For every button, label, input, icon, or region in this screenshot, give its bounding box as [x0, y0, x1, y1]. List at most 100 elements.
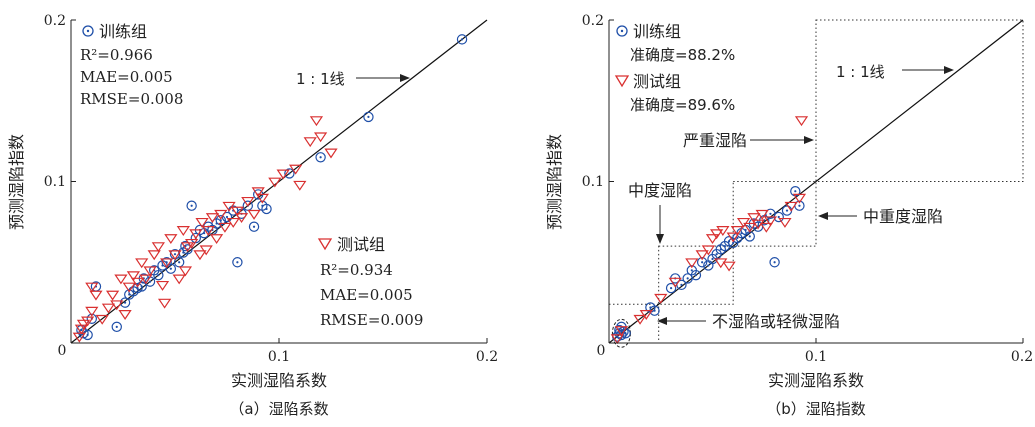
panel-b-test-point-8 — [701, 245, 715, 256]
panel-a-train-point-36 — [248, 221, 260, 232]
panel-a-test-point-44 — [241, 196, 255, 207]
panel-a-test-point-6 — [89, 290, 103, 301]
panel-a-test-point-10 — [110, 300, 124, 311]
panel-b-caption: （b）湿陷指数 — [766, 400, 866, 418]
panel-a-test-point-17 — [139, 274, 153, 285]
panel-a-test-point-27 — [176, 226, 190, 236]
panel-a-caption: （a）湿陷系数 — [229, 400, 328, 418]
panel-b-zone-mid-severe-label: 中重度湿陷 — [863, 207, 943, 226]
panel-a-test-point-22 — [157, 298, 172, 309]
panel-a-test-mae: MAE=0.005 — [320, 286, 413, 304]
panel-a-test-point-23 — [160, 258, 174, 269]
panel-a-legend-test-marker — [317, 238, 333, 251]
panel-a-test-point-24 — [164, 234, 178, 245]
panel-a-test-point-53 — [309, 116, 324, 127]
panel-b-zone-moderate-arrowhead — [656, 234, 664, 244]
panel-a-test-point-4 — [85, 306, 99, 317]
panel-b-test-point-4 — [654, 293, 668, 304]
panel-a-test-point-26 — [172, 274, 186, 285]
panel-a-one-to-one-line — [70, 19, 488, 344]
panel-b-test-point-6 — [685, 258, 699, 269]
panel-b-train-point-9 — [665, 282, 677, 294]
panel-b-test-point-12 — [716, 226, 730, 236]
panel-a-test-point-40 — [222, 201, 236, 212]
panel-b-test-point-2 — [633, 314, 647, 325]
panel-a-x-tick-2: 0.2 — [476, 349, 498, 365]
panel-a-train-point-23 — [186, 200, 197, 211]
panel-a-test-point-14 — [126, 271, 141, 282]
panel-b-test-point-20 — [755, 209, 769, 220]
panel-a-test-point-41 — [226, 217, 240, 228]
panel-b-x-tick-2: 0.2 — [1011, 349, 1033, 365]
panel-a-y-tick-1: 0.1 — [44, 174, 66, 190]
panel-a-test-point-8 — [101, 303, 116, 314]
panel-b-test-point-1 — [614, 326, 629, 337]
panel-a-legend-train-marker-dot — [86, 29, 90, 33]
panel-a-train-point-40 — [284, 168, 295, 179]
panel-b-train-point-33 — [781, 205, 793, 216]
panel-b-test-point-0 — [610, 334, 624, 345]
panel-a-test-r2: R²=0.934 — [320, 261, 393, 279]
panel-a-test-point-45 — [247, 209, 261, 220]
panel-a-test-point-34 — [199, 245, 213, 256]
panel-a-x-tick-1: 0.1 — [268, 349, 290, 365]
panel-b-test-point-26 — [794, 116, 809, 127]
panel-a-train-point-43 — [456, 34, 468, 45]
panel-b-legend-train-marker — [616, 25, 628, 37]
panel-a-test-point-0 — [72, 332, 86, 343]
panel-b-train-point-14 — [690, 269, 702, 281]
panel-a-test-point-50 — [289, 164, 303, 175]
panel-a-test-point-55 — [324, 148, 338, 159]
panel-b: 0 0.1 0.2 0.1 0.2 实测湿陷系数 预测湿陷指数 （b）湿陷指数 … — [545, 13, 1033, 418]
panel-a-test-point-15 — [130, 277, 145, 288]
panel-a-test-point-25 — [168, 250, 182, 261]
panel-b-y-tick-2: 0.2 — [582, 13, 604, 29]
panel-a-train-point-41 — [315, 152, 326, 163]
panel-b-x-tick-0: 0 — [597, 343, 606, 359]
panel-a-test-point-54 — [313, 132, 328, 143]
panel-a-test-point-49 — [276, 169, 290, 180]
panel-a-test-point-51 — [293, 180, 307, 191]
panel-a-y-axis-label: 预测湿陷指数 — [7, 134, 26, 230]
panel-a-train-point-14 — [153, 269, 164, 281]
panel-b-zone-severe-label: 严重湿陷 — [683, 131, 747, 150]
panel-b-x-axis-label: 实测湿陷系数 — [768, 371, 864, 390]
panel-b-one-to-one-line — [608, 19, 1024, 344]
panel-a-test-point-16 — [135, 258, 149, 269]
panel-b-y-axis-label: 预测湿陷指数 — [545, 134, 564, 230]
panel-a-test-point-33 — [195, 217, 209, 228]
panel-a-test-point-18 — [143, 266, 157, 277]
panel-a-one-to-one-label: 1 : 1线 — [296, 70, 345, 88]
panel-b-test-point-3 — [639, 310, 653, 320]
panel-b-zone-slight-label: 不湿陷或轻微湿陷 — [712, 312, 840, 331]
panel-a-test-point-31 — [189, 229, 203, 240]
panel-a-train-rmse: RMSE=0.008 — [80, 90, 183, 108]
panel-a-test-point-20 — [151, 242, 165, 253]
panel-a-test-point-7 — [95, 314, 109, 325]
panel-b-test-point-25 — [792, 193, 807, 204]
panel-b-zone-3 — [815, 19, 1024, 182]
panel-b-test-point-9 — [705, 234, 720, 245]
panel-a-test-point-9 — [105, 290, 120, 301]
panel-b-test-point-22 — [763, 216, 778, 227]
panel-a-test-point-47 — [255, 193, 269, 204]
panel-a-x-tick-0: 0 — [58, 343, 67, 359]
panel-b-test-point-15 — [730, 226, 744, 236]
panel-b-test-point-10 — [710, 229, 724, 240]
panel-a-test-point-12 — [118, 310, 132, 320]
panel-b-test-point-7 — [695, 250, 709, 261]
panel-a-test-point-30 — [185, 238, 199, 249]
panel-a-train-r2: R²=0.966 — [80, 46, 153, 64]
panel-b-x-tick-1: 0.1 — [805, 349, 827, 365]
panel-a-y-tick-2: 0.2 — [44, 13, 66, 29]
panel-a-x-axis-label: 实测湿陷系数 — [231, 371, 327, 390]
panel-b-train-accuracy: 准确度=88.2% — [630, 46, 735, 64]
panel-b-zone-slight-arrowhead — [657, 317, 667, 325]
panel-a-train-point-42 — [363, 111, 374, 123]
panel-b-test-point-24 — [784, 201, 798, 212]
panel-a: 0 0.1 0.2 0.1 0.2 实测湿陷系数 预测湿陷指数 （a）湿陷系数 … — [7, 13, 498, 418]
panel-b-train-point-31 — [769, 257, 780, 268]
panel-a-legend-train-label: 训练组 — [99, 22, 147, 41]
